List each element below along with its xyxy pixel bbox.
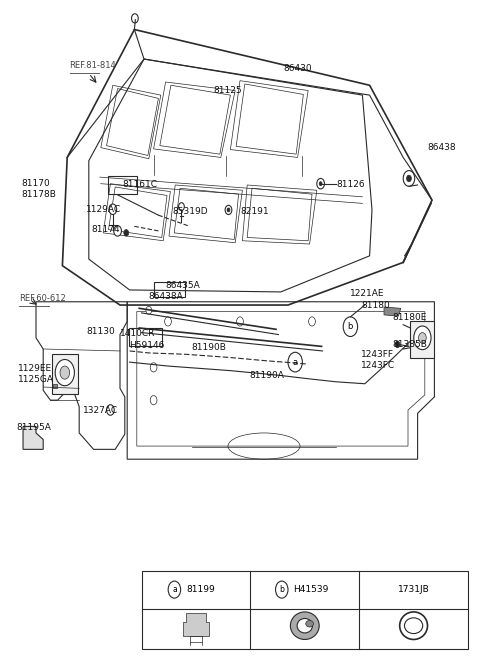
- Text: 86435A: 86435A: [166, 281, 200, 290]
- Circle shape: [227, 208, 230, 212]
- Circle shape: [179, 203, 184, 211]
- Text: 1243FC: 1243FC: [361, 361, 395, 370]
- Circle shape: [414, 326, 431, 350]
- Text: 1221AE: 1221AE: [350, 289, 385, 298]
- Text: 81180E: 81180E: [393, 313, 427, 322]
- Circle shape: [109, 204, 117, 215]
- Circle shape: [150, 363, 157, 372]
- Circle shape: [317, 178, 324, 189]
- Text: 81178B: 81178B: [22, 190, 57, 199]
- Circle shape: [319, 182, 322, 186]
- Circle shape: [146, 306, 152, 314]
- Text: 81130: 81130: [86, 327, 115, 337]
- Text: 81195A: 81195A: [17, 423, 52, 432]
- Text: REF.60-612: REF.60-612: [19, 294, 66, 303]
- Text: 86438A: 86438A: [149, 292, 183, 301]
- Circle shape: [107, 405, 114, 415]
- Text: 81170: 81170: [22, 179, 50, 188]
- Text: 81126: 81126: [336, 180, 365, 190]
- Polygon shape: [52, 354, 78, 394]
- Text: 1410CR: 1410CR: [120, 329, 156, 338]
- Circle shape: [419, 333, 426, 343]
- Circle shape: [237, 317, 243, 326]
- Circle shape: [150, 396, 157, 405]
- Text: REF.81-814: REF.81-814: [70, 61, 116, 70]
- Bar: [154, 282, 185, 297]
- Text: 81199: 81199: [186, 585, 215, 594]
- Ellipse shape: [297, 619, 312, 633]
- Bar: [142, 571, 468, 649]
- Circle shape: [124, 230, 129, 236]
- Text: a: a: [293, 358, 298, 367]
- Text: a: a: [172, 585, 177, 594]
- Text: 1243FF: 1243FF: [361, 350, 394, 359]
- Circle shape: [403, 171, 415, 186]
- Text: 86430: 86430: [283, 64, 312, 73]
- Text: 1125GA: 1125GA: [18, 375, 54, 384]
- Text: 86438: 86438: [427, 143, 456, 152]
- Text: 1129AC: 1129AC: [86, 205, 121, 214]
- Circle shape: [55, 359, 74, 386]
- Text: 81125: 81125: [214, 86, 242, 95]
- Text: b: b: [348, 322, 353, 331]
- Text: 81385B: 81385B: [393, 340, 428, 349]
- Bar: [108, 176, 137, 194]
- Text: 82191: 82191: [240, 207, 269, 216]
- Polygon shape: [410, 321, 434, 358]
- Text: 85319D: 85319D: [173, 207, 208, 216]
- Ellipse shape: [290, 612, 319, 640]
- Polygon shape: [384, 307, 401, 316]
- Text: 81190A: 81190A: [250, 371, 285, 380]
- Text: 81190B: 81190B: [191, 343, 226, 352]
- Text: 81161C: 81161C: [122, 180, 157, 190]
- Text: 1129EE: 1129EE: [18, 364, 52, 373]
- Circle shape: [309, 317, 315, 326]
- Text: 81174: 81174: [91, 225, 120, 234]
- Text: 81180: 81180: [361, 300, 390, 310]
- Text: 1731JB: 1731JB: [398, 585, 430, 594]
- Circle shape: [225, 205, 232, 215]
- Circle shape: [60, 366, 70, 379]
- Polygon shape: [182, 613, 209, 636]
- Polygon shape: [53, 384, 57, 388]
- Text: H41539: H41539: [293, 585, 328, 594]
- Text: b: b: [279, 585, 284, 594]
- Circle shape: [395, 341, 400, 348]
- Polygon shape: [23, 426, 43, 449]
- Circle shape: [165, 317, 171, 326]
- Text: H59146: H59146: [129, 340, 164, 350]
- Bar: [129, 328, 162, 346]
- Circle shape: [407, 175, 411, 182]
- Circle shape: [114, 226, 121, 236]
- Ellipse shape: [306, 621, 313, 627]
- Text: 1327AC: 1327AC: [83, 406, 118, 415]
